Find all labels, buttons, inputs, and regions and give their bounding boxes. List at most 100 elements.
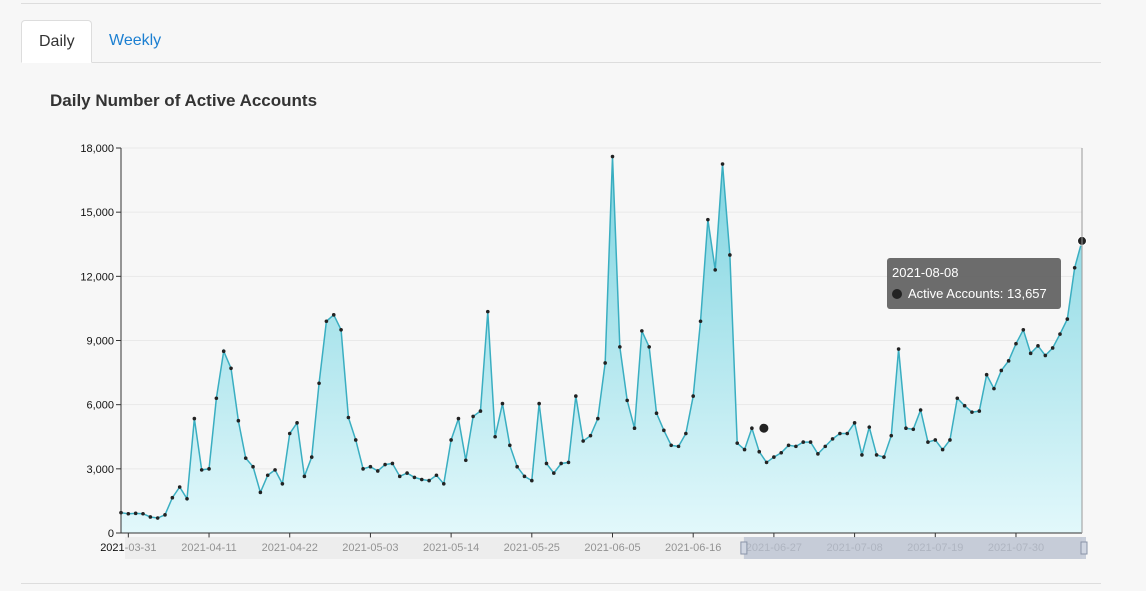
data-point (838, 431, 842, 436)
data-point (456, 416, 461, 421)
data-point (346, 415, 351, 420)
data-point (801, 440, 806, 444)
data-point (940, 447, 945, 452)
data-point (603, 361, 607, 365)
data-points (119, 154, 1087, 520)
data-point (823, 444, 828, 449)
tab-weekly[interactable]: Weekly (109, 32, 162, 49)
data-point (1014, 341, 1018, 346)
data-point (911, 427, 916, 432)
data-point (808, 440, 813, 444)
range-slider[interactable] (125, 537, 1088, 559)
data-point (955, 396, 960, 401)
chart-title: Daily Number of Active Accounts (50, 91, 318, 110)
data-point (251, 464, 255, 469)
data-point (515, 464, 519, 469)
data-point (485, 309, 490, 314)
data-point (339, 328, 343, 332)
data-point (757, 449, 762, 454)
slider-window[interactable] (743, 537, 1086, 559)
data-point (669, 443, 673, 448)
y-tick-label: 0 (108, 528, 114, 540)
data-point (192, 416, 197, 421)
series-line (120, 156, 1083, 519)
data-point (662, 428, 666, 433)
data-point (412, 475, 417, 480)
data-point (918, 408, 923, 412)
data-point (177, 485, 182, 489)
y-tick-label: 3,000 (86, 464, 114, 476)
data-point (559, 461, 563, 466)
data-point (977, 409, 982, 413)
data-point (287, 431, 292, 436)
data-point (185, 496, 189, 501)
tooltip-row: Active Accounts: 13,657 (892, 286, 1056, 301)
data-point (302, 474, 307, 479)
top-divider (21, 3, 1101, 4)
data-point (441, 482, 446, 486)
data-point (676, 444, 681, 449)
series-dot-icon (892, 288, 902, 299)
data-point (882, 455, 886, 459)
data-point (772, 455, 776, 459)
tooltip: 2021-08-08 Active Accounts: 13,657 (887, 258, 1061, 309)
data-point (500, 401, 505, 406)
data-point (1028, 351, 1033, 356)
data-point (544, 461, 549, 466)
data-point (353, 438, 358, 442)
data-point (207, 467, 211, 471)
data-point (295, 421, 299, 425)
data-point (654, 411, 659, 416)
y-tick-label: 9,000 (86, 336, 114, 348)
tab-bar: Daily Weekly (21, 20, 1101, 63)
data-point (926, 440, 930, 444)
data-point (816, 452, 820, 456)
data-point (581, 439, 585, 443)
data-point (221, 349, 226, 353)
data-point (243, 456, 248, 460)
data-point (728, 253, 732, 257)
tooltip-value: Active Accounts: 13,657 (908, 286, 1047, 301)
y-tick-label: 6,000 (86, 400, 114, 412)
data-point (148, 515, 153, 519)
data-point (845, 431, 850, 436)
data-point (706, 217, 710, 222)
data-point (434, 473, 439, 478)
data-point (794, 444, 798, 449)
slider-handle-right[interactable] (1080, 541, 1088, 555)
data-point (596, 416, 600, 421)
data-point (962, 403, 967, 408)
data-point (133, 511, 138, 516)
data-point (1043, 353, 1048, 358)
data-point (764, 460, 769, 465)
data-point (852, 421, 857, 425)
slider-handle-left[interactable] (740, 541, 748, 555)
area-fill (121, 156, 1082, 533)
tab-daily[interactable]: Daily (21, 20, 92, 63)
data-point (280, 482, 285, 486)
data-point (610, 154, 615, 159)
data-point (361, 467, 365, 471)
data-point (647, 345, 651, 349)
data-point (684, 431, 688, 436)
data-point (984, 372, 989, 377)
data-point (390, 461, 395, 466)
data-point (397, 474, 402, 479)
data-point (427, 478, 431, 483)
data-point (970, 410, 974, 414)
data-point (522, 474, 527, 479)
data-point (508, 443, 512, 448)
data-point (1065, 317, 1070, 321)
data-point (1021, 328, 1026, 332)
data-point (1072, 265, 1077, 270)
data-point (889, 433, 894, 438)
data-point (1050, 346, 1055, 350)
data-point (331, 313, 336, 317)
data-point (155, 516, 160, 520)
data-point (999, 368, 1004, 373)
data-point (698, 319, 703, 324)
data-point (691, 394, 695, 398)
data-point (449, 438, 453, 442)
data-point (1036, 344, 1040, 348)
